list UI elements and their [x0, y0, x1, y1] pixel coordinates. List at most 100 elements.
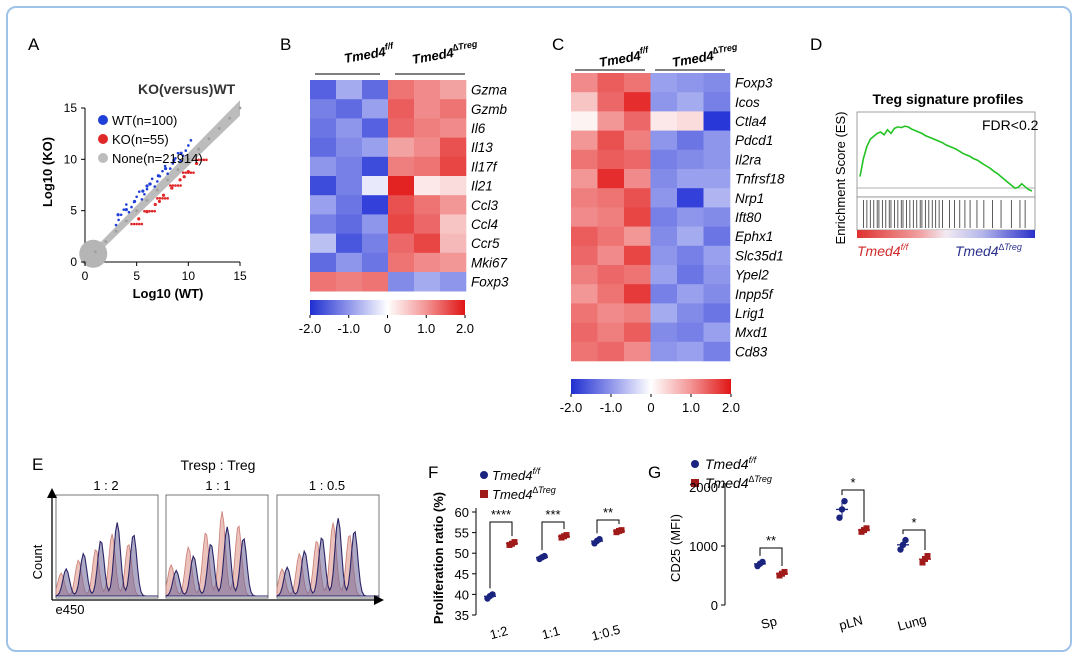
panel-d-right-name: Tmed4 [955, 243, 999, 259]
panel-b-cell-6-4 [414, 195, 441, 215]
panel-c-cell-8-1 [597, 226, 625, 247]
panel-a-point-2-8 [166, 178, 170, 182]
panel-c-cell-13-2 [624, 322, 651, 343]
panel-a-point-1-4 [170, 186, 174, 190]
panel-b-cell-0-0 [310, 80, 337, 100]
panel-g-dot-1-0-2 [781, 568, 788, 575]
panel-c-gene-8: Ephx1 [735, 229, 773, 244]
panel-c-cell-5-0 [571, 169, 598, 189]
panel-c-cell-1-5 [703, 92, 731, 112]
panel-b-cell-5-3 [388, 176, 415, 196]
panel-a-wt-extra-3 [122, 208, 126, 211]
panel-c-group1: Tmed4f/f [598, 44, 652, 70]
panel-b-cell-0-2 [362, 80, 389, 100]
panel-c-cell-11-1 [597, 284, 625, 304]
panel-c-cell-13-1 [597, 322, 625, 343]
panel-e-header: Tresp : Treg [181, 457, 256, 473]
panel-b-cell-8-5 [440, 233, 467, 254]
panel-c-cell-12-5 [703, 303, 731, 323]
panel-c-cell-6-3 [650, 188, 678, 208]
panel-g-legend-wt: Tmed4f/f [705, 455, 758, 472]
panel-c-cell-11-5 [703, 284, 731, 304]
panel-c-cell-10-4 [677, 265, 704, 285]
panel-g-dot-0-2-0 [897, 546, 904, 553]
panel-a-ko-extra-8 [150, 209, 154, 213]
legend-ko-label: KO(n=55) [112, 132, 169, 147]
panel-a-ko-extra-1 [132, 222, 136, 226]
panel-b-heatmap [310, 80, 467, 292]
panel-a-ko-extra-11 [158, 197, 162, 200]
panel-a-point-2-7 [155, 188, 159, 192]
panel-c-group2-name: Tmed4 [671, 48, 716, 70]
panel-a-ko-extra-22 [187, 171, 190, 174]
panel-a-ko-extra-17 [174, 184, 177, 187]
panel-c-gene-13: Mxd1 [735, 325, 768, 340]
panel-f-sig-bracket-1 [541, 521, 565, 551]
panel-c-cell-0-5 [703, 73, 731, 93]
panel-b-colorbar-ticks: -2.0 -1.0 0 1.0 2.0 [299, 315, 474, 336]
panel-g-sig-bracket-1 [841, 489, 865, 523]
panel-c-cell-12-1 [597, 303, 625, 323]
panel-f-dot-0-1-2 [541, 552, 548, 560]
panel-c-cell-12-2 [624, 303, 651, 323]
panel-a-wt-extra-4 [125, 203, 128, 206]
panel-c-gene-14: Cd83 [735, 344, 768, 359]
panel-f-letter: F [428, 463, 438, 482]
panel-a-ko-extra-13 [163, 197, 167, 200]
panel-a-ko-extra-6 [145, 209, 149, 213]
panel-b-group2: Tmed4∆Treg [411, 39, 480, 67]
panel-a-xtick-label-1: 5 [133, 269, 140, 283]
panel-g-legend-wt-name: Tmed4 [705, 456, 749, 472]
panel-b-group1-sup: f/f [384, 40, 395, 51]
panel-c-cell-9-0 [571, 245, 598, 266]
panel-a-ko-extra-3 [137, 222, 141, 226]
panel-c-heatmap [571, 73, 731, 362]
panel-f-legend-wt-sup: f/f [532, 466, 541, 476]
panel-g-dot-1-2-0 [919, 559, 926, 566]
panel-b-cell-0-4 [414, 80, 441, 100]
panel-g-sig-bracket-0 [759, 547, 783, 566]
panel-e-hist-ko-2 [276, 518, 379, 597]
panel-a-ko-extra-0 [130, 222, 133, 226]
panel-c-group2: Tmed4∆Treg [671, 42, 740, 70]
panel-c-cell-13-3 [650, 322, 678, 343]
panel-c-gene-1: Icos [735, 95, 760, 110]
panel-b-cell-9-2 [362, 252, 389, 273]
panel-f-sig-1: *** [545, 507, 560, 522]
panel-b-cell-5-5 [440, 176, 467, 196]
panel-b-gene-3: Il13 [471, 140, 493, 155]
panel-c-gene-5: Tnfrsf18 [735, 172, 785, 187]
panel-f-sig-bracket-2 [596, 519, 620, 534]
panel-f-ytick-label-1: 40 [455, 587, 469, 602]
panel-c-gene-3: Pdcd1 [735, 133, 773, 148]
panel-c-cell-11-2 [624, 284, 651, 304]
legend-none-marker [98, 153, 108, 163]
panel-g-sig-2: * [911, 515, 916, 530]
panel-b-gene-0: Gzma [471, 83, 507, 98]
panel-a-ko-extra-28 [202, 158, 206, 162]
panel-c-cell-7-0 [571, 207, 598, 227]
panel-b-gene-5: Il21 [471, 179, 493, 194]
panel-c-cell-5-4 [677, 169, 704, 189]
panel-g-dot-0-1-1 [838, 506, 846, 513]
panel-a-point-2-2 [104, 240, 108, 243]
panel-c-cell-1-3 [650, 92, 678, 112]
panel-a-point-2-12 [207, 137, 211, 141]
panel-a-xtick-label-2: 10 [182, 269, 196, 283]
panel-c-colorbar [571, 379, 731, 394]
panel-a-point-2-11 [197, 147, 201, 151]
panel-a-point-1-3 [161, 193, 166, 197]
panel-a-point-2-6 [145, 199, 149, 202]
panel-c-cell-4-2 [624, 149, 651, 170]
panel-c-cbar-label-4: 2.0 [722, 400, 740, 415]
panel-c-cell-5-1 [597, 169, 625, 189]
panel-a-ytick-label-1: 5 [70, 204, 77, 218]
panel-a-wt-extra-8 [135, 195, 138, 199]
panel-b-cell-1-0 [310, 99, 337, 119]
panel-c-cell-1-0 [571, 92, 598, 112]
panel-c-cell-13-5 [703, 322, 731, 343]
panel-a-wt-extra-20 [166, 172, 169, 176]
panel-f-xcat-2: 1:0.5 [590, 622, 622, 644]
panel-d: D Treg signature profiles FDR<0.2 Enrich… [810, 35, 1039, 259]
